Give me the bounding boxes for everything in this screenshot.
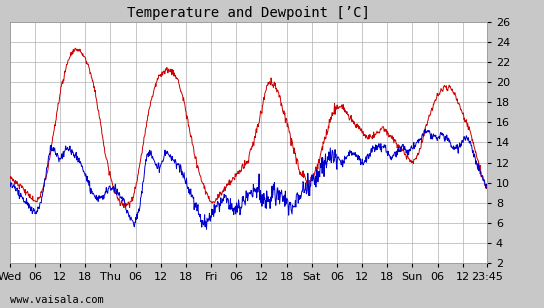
Title: Temperature and Dewpoint [’C]: Temperature and Dewpoint [’C] (127, 6, 370, 20)
Text: www.vaisala.com: www.vaisala.com (10, 295, 103, 305)
